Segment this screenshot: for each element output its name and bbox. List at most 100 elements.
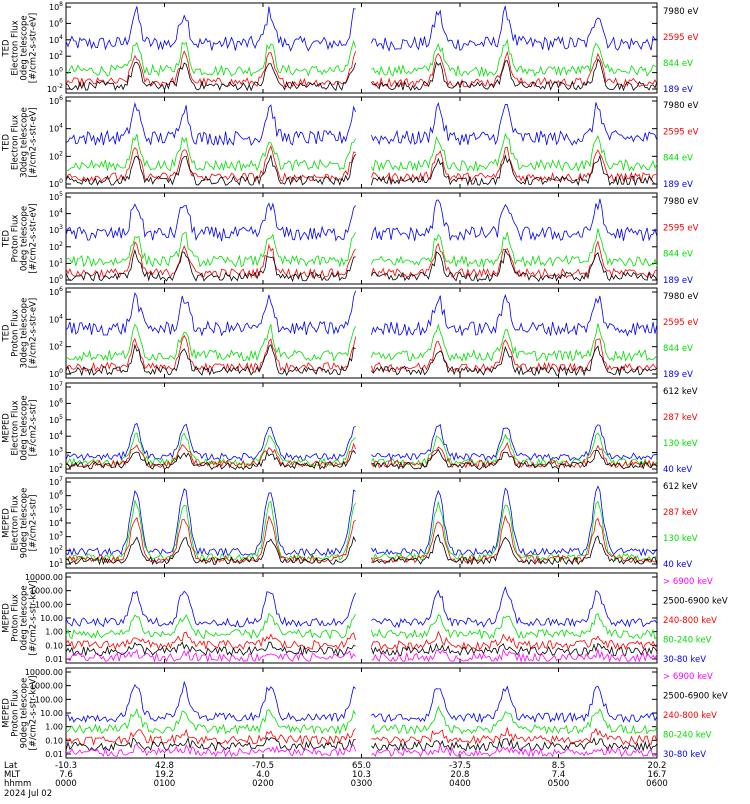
series-green-trace [65, 432, 658, 467]
y-axis-label: Electron Flux [11, 115, 21, 170]
y-tick-label: 100.00 [35, 695, 63, 704]
date-label: 2024 Jul 02 [4, 789, 52, 799]
panel-frame [65, 2, 658, 94]
y-tick-label: 102 [49, 150, 63, 161]
series-green-trace [65, 228, 658, 269]
y-tick-label: 106 [49, 95, 63, 106]
x-row-value: -10.3 [55, 761, 77, 771]
y-tick-label: 100.00 [35, 600, 63, 609]
y-tick-label: 104 [49, 208, 63, 219]
series-black-trace [65, 343, 658, 377]
series-blue-trace [65, 5, 657, 52]
y-tick-label: 1000.00 [30, 587, 63, 596]
x-row-value: 0100 [154, 779, 176, 789]
legend-entry: > 6900 keV [663, 577, 713, 587]
series-black-trace [65, 736, 658, 752]
x-row-value: 7.4 [552, 770, 566, 780]
y-axis-label: [#/cm2-s-str-eV] [29, 13, 39, 83]
panel-meped-p-0 [65, 572, 658, 664]
y-tick-label: 108 [49, 1, 63, 12]
y-tick-label: 107 [49, 381, 63, 392]
y-tick-label: 106 [49, 397, 63, 408]
legend-entry: 80-240 keV [663, 636, 712, 646]
legend-entry: 189 eV [663, 180, 693, 190]
x-row-value: -37.5 [449, 761, 471, 771]
series-blue-trace [65, 586, 658, 629]
legend-entry: 844 eV [663, 59, 693, 69]
y-axis-label: MEPED [2, 508, 12, 538]
legend-entry: 2500-6900 keV [663, 692, 728, 702]
legend-entry: 287 keV [663, 413, 698, 423]
y-tick-label: 104 [49, 517, 63, 528]
y-tick-label: 0.10 [45, 736, 63, 745]
legend-entry: 844 eV [663, 344, 693, 354]
series-blue-trace [65, 198, 658, 242]
y-tick-label: 100 [49, 67, 63, 78]
y-tick-label: 0.10 [45, 641, 63, 650]
y-axis-label: Proton Flux [11, 309, 21, 357]
y-tick-label: 106 [49, 17, 63, 28]
y-tick-label: 105 [49, 503, 63, 514]
x-row-value: 7.6 [59, 770, 73, 780]
series-red-trace [65, 630, 658, 651]
y-axis-label: 0deg telescope [20, 206, 30, 271]
y-tick-label: 1000.00 [30, 682, 63, 691]
series-red-trace [65, 441, 658, 469]
y-tick-label: 100 [49, 368, 63, 379]
y-tick-label: 104 [49, 313, 63, 324]
legend-entry: 30-80 keV [663, 750, 706, 760]
y-axis-label: 0deg telescope [20, 15, 30, 80]
x-row-value: 0600 [646, 779, 668, 789]
x-row-value: 19.2 [155, 770, 174, 780]
series-red-trace [65, 50, 658, 88]
y-tick-label: 102 [49, 50, 63, 61]
legend-entry: 2595 eV [663, 318, 699, 328]
legend-entry: > 6900 keV [663, 672, 713, 682]
y-axis-label: [#/cm2-s-str-eV] [29, 298, 39, 368]
legend-entry: 2595 eV [663, 223, 699, 233]
series-blue-trace [65, 485, 658, 557]
legend-entry: 7980 eV [663, 292, 699, 302]
series-black-trace [65, 58, 658, 92]
panel-ted-e-0 [65, 2, 658, 94]
legend-entry: 240-800 keV [663, 711, 717, 721]
legend-entry: 844 eV [663, 154, 693, 164]
y-tick-label: 1.00 [45, 628, 63, 637]
y-axis-label: MEPED [2, 698, 12, 728]
legend-entry: 130 keV [663, 439, 698, 449]
y-axis-label: TED [2, 324, 12, 343]
x-row-label: Lat [4, 761, 18, 771]
legend-entry: 7980 eV [663, 197, 699, 207]
y-axis-label: 0deg telescope [20, 585, 30, 650]
x-row-label: hhmm [4, 779, 31, 789]
y-tick-label: 10.00 [40, 709, 63, 718]
x-row-value: 20.8 [451, 770, 470, 780]
x-row-label: MLT [4, 770, 21, 780]
y-tick-label: 105 [49, 414, 63, 425]
y-tick-label: 100 [49, 178, 63, 189]
legend-entry: 7980 eV [663, 7, 699, 17]
y-tick-label: 103 [49, 531, 63, 542]
panel-ted-e-30 [65, 96, 658, 189]
y-axis-label: Proton Flux [11, 689, 21, 737]
y-tick-label: 104 [49, 34, 63, 45]
series-blue-trace [65, 102, 658, 146]
y-tick-label: 102 [49, 341, 63, 352]
series-black-trace [65, 153, 658, 187]
legend-entry: 30-80 keV [663, 655, 706, 665]
legend-entry: 287 keV [663, 508, 698, 518]
y-axis-label: 90deg telescope [20, 678, 30, 749]
series-black-trace [65, 641, 658, 658]
series-blue-trace [65, 290, 658, 337]
series-green-trace [65, 323, 658, 363]
y-axis-label: [#/cm2-s-str-eV] [29, 107, 39, 177]
y-tick-label: 102 [49, 463, 63, 474]
y-axis-label: 0deg telescope [20, 395, 30, 460]
y-tick-label: 101 [49, 257, 63, 268]
series-green-trace [65, 499, 658, 562]
series-black-trace [65, 248, 658, 283]
y-tick-label: 0.01 [45, 655, 63, 664]
x-row-value: -70.5 [252, 761, 274, 771]
x-row-value: 20.2 [648, 761, 667, 771]
